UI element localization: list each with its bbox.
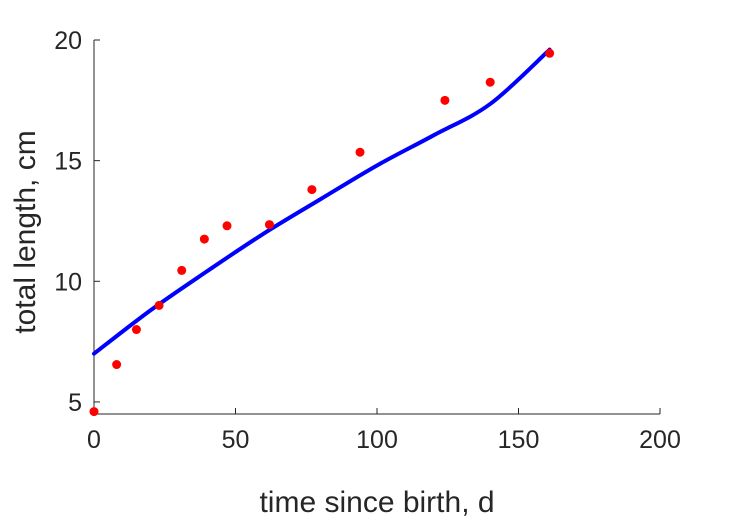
data-point: [199, 234, 209, 244]
data-point: [545, 48, 555, 58]
x-tick-label: 150: [498, 426, 540, 454]
y-tick-label: 15: [54, 148, 82, 176]
data-point: [485, 77, 495, 87]
y-tick-label: 5: [68, 389, 82, 417]
x-tick-label: 0: [87, 426, 101, 454]
fit-line-group: [92, 47, 552, 356]
data-point: [440, 95, 450, 105]
data-points: [89, 48, 555, 417]
y-tick-label: 10: [54, 268, 82, 296]
data-point: [264, 220, 274, 230]
x-tick-label: 100: [356, 426, 398, 454]
y-axis-label: total length, cm: [9, 130, 42, 333]
x-tick-label: 50: [222, 426, 250, 454]
y-tick-label: 20: [54, 27, 82, 55]
x-tick-label: 200: [639, 426, 681, 454]
data-point: [112, 360, 122, 370]
data-point: [222, 221, 232, 231]
data-point: [307, 185, 317, 195]
data-point: [355, 147, 365, 157]
axes: [93, 40, 660, 415]
x-axis-label: time since birth, d: [259, 486, 494, 519]
data-point: [131, 325, 141, 335]
data-point: [177, 265, 187, 275]
fit-line: [92, 47, 552, 356]
y-ticks: 5 10 15 20: [54, 27, 100, 417]
data-point: [154, 300, 164, 310]
x-ticks: 0 50 100 150 200: [87, 408, 681, 454]
data-point: [89, 407, 99, 417]
